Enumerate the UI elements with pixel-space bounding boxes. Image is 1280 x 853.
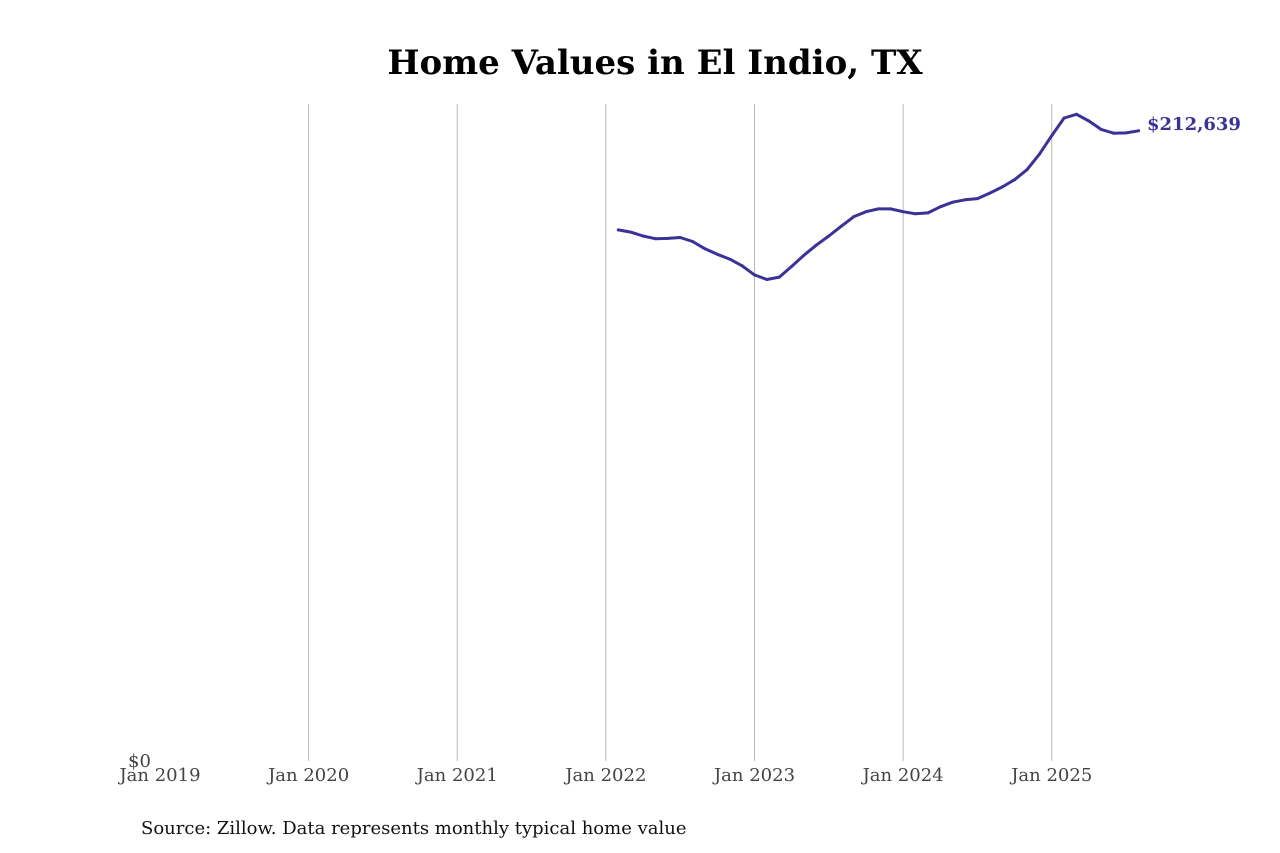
data-point-2023-08 xyxy=(839,224,843,228)
data-point-2022-03 xyxy=(629,230,633,234)
data-point-2023-01 xyxy=(753,273,756,277)
data-point-2022-09 xyxy=(703,247,707,251)
data-point-2024-12 xyxy=(1037,152,1041,156)
x-tick-label-2021: Jan 2021 xyxy=(415,765,498,786)
data-point-2024-06 xyxy=(963,198,967,202)
data-point-2025-07 xyxy=(1124,131,1128,135)
data-point-2024-05 xyxy=(951,200,955,204)
data-point-2022-04 xyxy=(641,234,645,238)
end-value-label: $212,639 xyxy=(1147,114,1241,135)
data-point-2025-02 xyxy=(1062,116,1066,120)
data-point-2024-01 xyxy=(901,210,905,214)
data-point-2022-11 xyxy=(728,257,732,261)
chart-title: Home Values in El Indio, TX xyxy=(387,43,923,83)
data-point-2023-07 xyxy=(827,234,831,238)
data-point-2024-09 xyxy=(1000,185,1004,189)
data-point-2023-11 xyxy=(876,207,880,211)
data-point-2024-11 xyxy=(1025,168,1029,172)
data-point-2024-10 xyxy=(1013,178,1017,182)
data-point-2025-06 xyxy=(1112,131,1116,135)
data-point-2022-05 xyxy=(653,237,657,241)
vertical-gridlines xyxy=(308,104,1053,761)
x-tick-label-2019: Jan 2019 xyxy=(117,765,200,786)
data-point-2022-07 xyxy=(678,236,682,239)
x-tick-label-2023: Jan 2023 xyxy=(712,765,795,786)
data-point-2025-01 xyxy=(1050,134,1054,138)
y-tick-label-zero: $0 xyxy=(128,751,151,772)
data-point-2024-02 xyxy=(914,212,917,216)
data-point-2023-09 xyxy=(852,215,856,219)
data-point-2022-12 xyxy=(740,264,744,268)
x-tick-label-2025: Jan 2025 xyxy=(1009,765,1092,786)
data-point-2024-04 xyxy=(938,205,942,209)
data-point-2023-06 xyxy=(814,243,818,247)
x-tick-label-2024: Jan 2024 xyxy=(861,765,944,786)
home-value-line xyxy=(616,112,1140,281)
data-point-2025-05 xyxy=(1099,128,1103,131)
x-tick-label-2022: Jan 2022 xyxy=(563,765,646,786)
data-point-2025-04 xyxy=(1087,119,1091,123)
x-tick-labels: Jan 2019 Jan 2020 Jan 2021 Jan 2022 Jan 2023… xyxy=(117,765,1092,786)
data-point-2024-03 xyxy=(926,211,930,215)
data-point-2023-12 xyxy=(889,207,893,211)
data-point-2022-08 xyxy=(691,240,695,243)
data-point-2023-03 xyxy=(777,275,781,279)
data-point-2024-08 xyxy=(988,191,992,195)
data-point-2024-07 xyxy=(975,197,979,201)
data-point-2023-02 xyxy=(765,278,769,281)
data-point-2025-03 xyxy=(1075,112,1078,116)
data-point-2022-02 xyxy=(616,228,620,232)
x-tick-label-2020: Jan 2020 xyxy=(266,765,349,786)
data-point-2023-05 xyxy=(802,253,806,257)
source-note: Source: Zillow. Data represents monthly … xyxy=(141,818,687,839)
data-point-2022-10 xyxy=(715,252,719,256)
data-point-2022-06 xyxy=(666,236,670,240)
data-point-2025-08 xyxy=(1137,129,1140,133)
data-point-2023-10 xyxy=(864,210,868,214)
line-series-layer xyxy=(616,112,1140,281)
data-point-2023-04 xyxy=(790,264,794,268)
